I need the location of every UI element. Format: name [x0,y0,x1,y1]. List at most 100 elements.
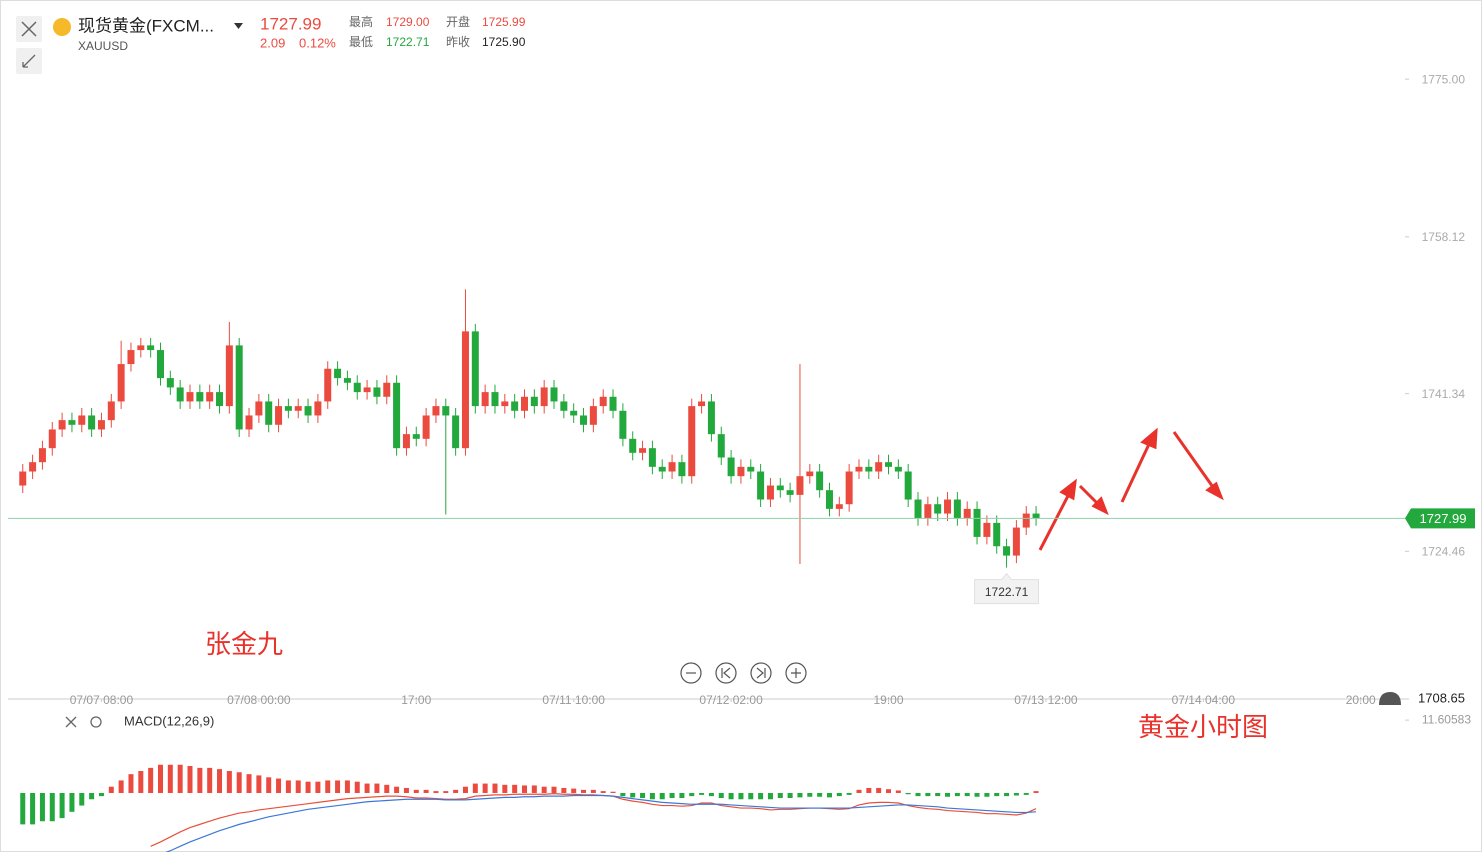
macd-bar [836,792,842,797]
candle-body [373,387,381,397]
candle-body [19,471,27,486]
macd-bar [630,792,636,798]
y-tick-label: 1724.46 [1422,544,1466,558]
candle-body [737,466,745,477]
macd-bar [964,792,970,797]
candle-body [314,401,322,416]
candle-body [245,415,253,430]
macd-bar [157,764,163,793]
macd-bar [502,784,508,793]
candle-body [983,522,991,537]
candle-body [156,350,164,379]
candle-body [540,387,548,407]
x-tick-label: 19:00 [873,693,903,707]
macd-bar [177,764,183,793]
macd-bar [581,789,587,793]
macd-bar [895,790,901,793]
macd-bar [738,792,744,800]
candle-body [225,345,233,407]
candle-body [176,387,184,402]
candle-body [953,499,961,519]
macd-bar [984,792,990,797]
macd-bar [20,792,26,825]
y-tick-label: 1741.34 [1422,387,1466,401]
macd-bar [315,781,321,793]
macd-bar [512,784,518,793]
macd-bar [728,792,734,800]
macd-bar [217,769,223,793]
watermark-caption: 黄金小时图 [1138,712,1268,742]
candle-body [255,401,263,416]
macd-bar [305,781,311,793]
macd-bar [994,792,1000,797]
candle-body [658,466,666,472]
change-pct: 0.12% [299,35,336,50]
macd-bar [1023,792,1029,795]
candle-body [491,392,499,407]
candle-body [432,406,440,416]
macd-close[interactable] [65,716,77,728]
macd-bar [413,789,419,793]
macd-bar [521,785,527,793]
candle-body [963,508,971,519]
stat-label: 最低 [349,35,373,49]
macd-bar [866,787,872,793]
macd-bar [935,792,941,797]
macd-bar [39,792,45,822]
candle-body [29,462,37,472]
macd-settings[interactable] [90,716,102,728]
forecast-arrows [1038,427,1224,551]
macd-bar [974,792,980,797]
macd-bar [236,772,242,793]
candle-body [1012,527,1020,556]
macd-bar [364,783,370,793]
macd-bar [59,792,65,819]
macd-bar [187,765,193,793]
watermark-author: 张金九 [205,629,283,659]
x-tick-label: 07/13 12:00 [1014,693,1078,707]
macd-bar [403,787,409,793]
macd-bar [915,792,921,797]
candle-body [402,434,410,449]
macd-bar [89,792,95,800]
macd-bar [226,771,232,793]
candle-body [166,378,174,388]
macd-dif-line [150,793,1037,847]
macd-bar [482,783,488,793]
candle-body [865,466,873,472]
candle-body [452,415,460,449]
macd-bar [669,792,675,799]
candle-body [363,387,371,393]
candle-body [875,462,883,472]
zoom-in[interactable] [785,662,807,684]
scroll-start[interactable] [715,662,737,684]
macd-bar [335,780,341,793]
macd-bar [344,780,350,793]
alert-bell[interactable] [1379,692,1401,705]
candle-body [973,508,981,537]
macd-bar [954,792,960,797]
candle-body [265,401,273,425]
macd-bar [256,775,262,793]
low-callout [974,572,1040,605]
macd-bar [748,792,754,800]
last-price-label: 1727.99 [1420,511,1467,526]
candle-body [393,382,401,449]
macd-bar [266,777,272,793]
macd-bar [571,788,577,793]
candle-body [766,485,774,500]
macd-bar [777,792,783,799]
macd-bar [246,774,252,793]
macd-bar [590,789,596,793]
macd-bar [128,774,134,793]
macd-bar [610,791,616,793]
candle-body [885,462,893,467]
macd-bar [492,783,498,793]
scroll-end[interactable] [750,662,772,684]
dropdown[interactable] [234,23,243,29]
candle-body [599,396,607,407]
candle-body [530,396,538,407]
zoom-out[interactable] [680,662,702,684]
candle-body [461,331,469,449]
